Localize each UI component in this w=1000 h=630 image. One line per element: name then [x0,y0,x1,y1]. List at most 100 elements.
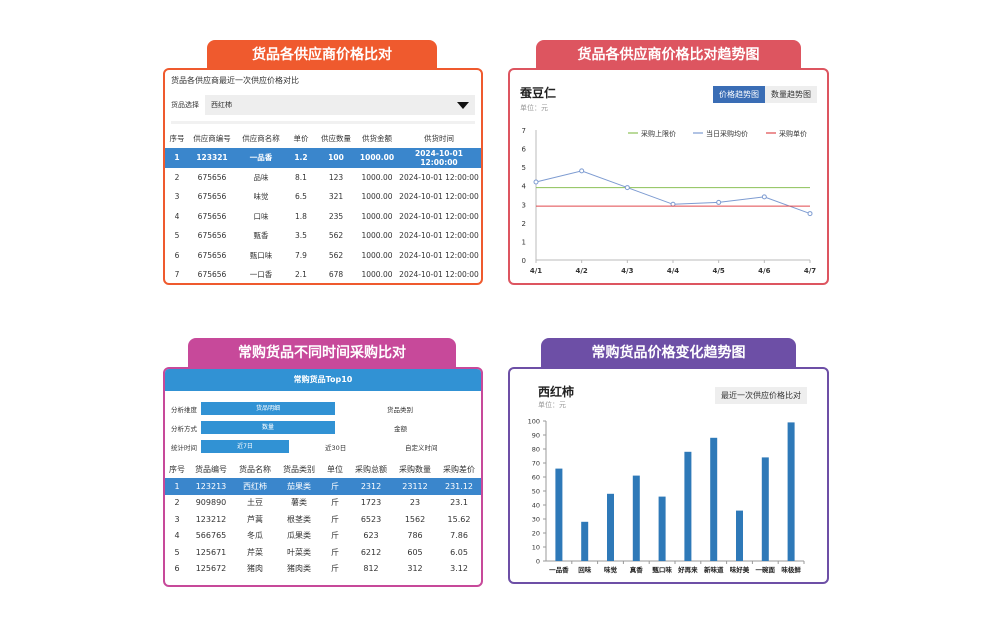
series-line [535,170,811,215]
col-header: 序号 [169,133,185,143]
bar [632,475,640,561]
y-tick-label: 0 [536,558,540,566]
y-tick-label: 3 [522,201,526,209]
table-row[interactable]: 4 675656 口味 1.8 235 1000.00 2024-10-01 1… [165,207,481,227]
bar [658,496,666,561]
divider [171,121,475,124]
table-cell: 123212 [195,514,227,524]
table-cell: 1 [165,148,189,168]
x-tick-label: 4/3 [621,267,633,275]
table-row[interactable]: 3 675656 味觉 6.5 321 1000.00 2024-10-01 1… [165,187,481,207]
table-cell: 7.9 [295,250,307,260]
filter-option-7days[interactable]: 近7日 [201,440,289,453]
table-cell: 562 [328,250,344,260]
filter-option-goods-detail[interactable]: 货品明细 [201,402,335,415]
table-cell: 6.05 [450,547,468,557]
legend-label: 当日采购均价 [706,129,748,138]
filter-label: 分析方式 [171,425,197,433]
table-cell: 23112 [393,478,437,495]
table-row[interactable]: 4 566765 冬瓜 瓜果类 斤 623 786 7.86 [165,528,481,545]
table-cell: 斤 [331,514,339,524]
table-row[interactable]: 1 123213 西红柿 茄果类 斤 2312 23112 231.12 [165,478,481,495]
table-cell: 味觉 [253,192,269,202]
table-cell: 5 [174,231,180,241]
table-cell: 瓜果类 [287,531,311,541]
x-tick-label: 甄口味 [652,565,672,574]
goods-title: 西红柿 [538,385,575,399]
goods-select-dropdown[interactable]: 西红柿 [205,95,475,115]
table-cell: 23 [409,498,421,508]
x-tick-label: 味好美 [730,565,750,574]
y-tick-label: 80 [532,446,540,454]
filter-option-goods-category[interactable]: 货品类别 [387,406,413,414]
col-header: 货品类别 [283,464,315,474]
col-header: 货品名称 [239,464,271,474]
table-cell: 4 [174,211,180,221]
table-cell: 1000.00 [361,211,393,221]
data-point [624,185,630,191]
chevron-down-icon[interactable] [457,101,469,109]
table-cell: 猪肉 [247,564,263,574]
table-cell: 6.5 [295,192,307,202]
table-cell: 2024-10-01 12:00:00 [399,211,479,221]
col-header: 供货金额 [362,133,392,143]
table-row[interactable]: 7 675656 一口香 2.1 678 1000.00 2024-10-01 … [165,265,481,283]
table-cell: 125671 [195,547,227,557]
table-cell: 812 [363,564,379,574]
table-cell: 1000.00 [357,148,397,168]
x-tick-label: 回味 [578,565,592,574]
col-header: 采购数量 [399,464,431,474]
filter-option-quantity[interactable]: 数量 [201,421,335,434]
quantity-trend-button[interactable]: 数量趋势图 [765,86,817,103]
filter-label: 统计时间 [171,444,197,452]
filter-option-custom-time[interactable]: 自定义时间 [405,444,438,452]
table-row[interactable]: 6 125672 猪肉 猪肉类 斤 812 312 3.12 [165,561,481,578]
table-cell: 678 [328,270,344,280]
price-trend-button[interactable]: 价格趋势图 [713,86,765,103]
table-cell: 2024-10-01 12:00:00 [397,148,481,168]
table-cell: 2024-10-01 12:00:00 [399,231,479,241]
table-row[interactable]: 5 675656 甄香 3.5 562 1000.00 2024-10-01 1… [165,226,481,246]
data-point [807,211,813,217]
table-row[interactable]: 2 909890 土豆 薯类 斤 1723 23 23.1 [165,495,481,512]
table-cell: 7 [174,270,180,280]
y-tick-label: 90 [532,432,540,440]
table-row[interactable]: 3 123212 芦蒿 根茎类 斤 6523 1562 15.62 [165,511,481,528]
table-cell: 675656 [197,250,227,260]
table-cell: 薯类 [291,498,307,508]
table-cell: 冬瓜 [247,531,263,541]
y-tick-label: 70 [532,460,540,468]
table-cell: 6212 [360,547,382,557]
table-cell: 675656 [197,192,227,202]
table-cell: 562 [328,231,344,241]
col-header: 单价 [293,133,309,143]
table-cell: 甄香 [253,231,269,241]
x-tick-label: 味觉 [604,565,618,574]
table-cell: 2024-10-01 12:00:00 [399,172,479,182]
table-row[interactable]: 1 123321 一品香 1.2 100 1000.00 2024-10-01 … [165,148,481,168]
table-cell: 312 [407,564,423,574]
table-cell: 斤 [321,478,349,495]
legend-label: 采购上限价 [641,129,676,138]
table-row[interactable]: 2 675656 品味 8.1 123 1000.00 2024-10-01 1… [165,168,481,188]
filter-option-amount[interactable]: 金额 [394,425,407,433]
x-tick-label: 4/1 [530,267,542,275]
table-cell: 芦蒿 [247,514,263,524]
legend-label: 采购单价 [779,129,807,138]
table-cell: 3.5 [295,231,307,241]
table-cell: 根茎类 [287,514,311,524]
table-cell: 1723 [360,498,382,508]
table-cell: 2024-10-01 12:00:00 [399,250,479,260]
latest-supply-price-button[interactable]: 最近一次供应价格比对 [715,387,807,404]
table-cell: 一口香 [249,270,273,280]
bar [787,422,795,561]
table-cell: 品味 [253,172,269,182]
table-row[interactable]: 6 675656 甄口味 7.9 562 1000.00 2024-10-01 … [165,246,481,266]
goods-select-value: 西红柿 [211,101,232,109]
filter-option-30days[interactable]: 近30日 [325,444,347,452]
x-tick-label: 真香 [630,565,644,574]
col-header: 供应商编号 [193,133,231,143]
col-header: 序号 [169,464,185,474]
filter-label: 分析维度 [171,406,197,414]
table-row[interactable]: 5 125671 芹菜 叶菜类 斤 6212 605 6.05 [165,544,481,561]
